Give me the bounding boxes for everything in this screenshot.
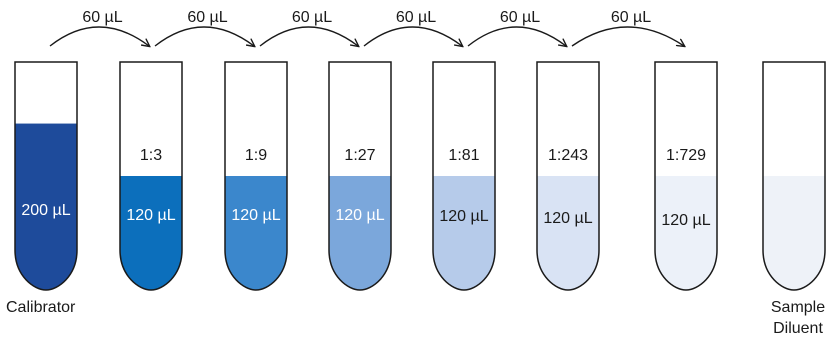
tube-outline-dilution-1-81 — [432, 61, 496, 291]
volume-label: 120 µL — [543, 210, 592, 227]
volume-label: 120 µL — [335, 207, 384, 224]
tube-outline-dilution-1-27 — [328, 61, 392, 291]
transfer-volume-label: 60 µL — [292, 9, 332, 26]
transfer-arrow-4: 60 µL — [363, 9, 462, 46]
arrow-curve — [467, 26, 566, 46]
liquid-calibrator — [15, 123, 77, 290]
arrow-curve — [571, 26, 684, 46]
tube-outline-dilution-1-729 — [654, 61, 718, 291]
tube-caption: Sample — [771, 299, 825, 316]
liquid-dilution-1-729 — [655, 176, 717, 290]
liquid-sample-diluent — [763, 176, 825, 290]
ratio-label: 1:81 — [448, 147, 479, 164]
transfer-volume-label: 60 µL — [611, 9, 651, 26]
transfer-volume-label: 60 µL — [187, 9, 227, 26]
tube-dilution-1-3: 1:3 120 µL — [119, 61, 183, 291]
transfer-arrow-3: 60 µL — [259, 9, 358, 46]
transfer-volume-label: 60 µL — [396, 9, 436, 26]
tube-outline-dilution-1-9 — [224, 61, 288, 291]
transfer-arrow-5: 60 µL — [467, 9, 566, 46]
arrow-curve — [154, 26, 254, 46]
arrow-curve — [49, 26, 149, 46]
liquid-dilution-1-3 — [120, 176, 182, 290]
tube-dilution-1-27: 1:27 120 µL — [328, 61, 392, 291]
volume-label: 120 µL — [126, 207, 175, 224]
tube-dilution-1-243: 1:243 120 µL — [536, 61, 600, 291]
volume-label: 120 µL — [231, 207, 280, 224]
tube-outline-dilution-1-243 — [536, 61, 600, 291]
volume-label: 200 µL — [21, 202, 70, 219]
tube-outline-calibrator — [14, 61, 78, 291]
transfer-volume-label: 60 µL — [500, 9, 540, 26]
volume-label: 120 µL — [661, 212, 710, 229]
ratio-label: 1:729 — [666, 147, 706, 164]
liquid-dilution-1-81 — [433, 176, 495, 290]
transfer-arrow-2: 60 µL — [154, 9, 254, 46]
tube-dilution-1-81: 1:81 120 µL — [432, 61, 496, 291]
tube-sample-diluent: Sample Diluent — [762, 61, 826, 337]
ratio-label: 1:27 — [344, 147, 375, 164]
tube-calibrator: 200 µL Calibrator — [6, 61, 78, 316]
tube-caption: Diluent — [773, 320, 823, 337]
arrow-curve — [363, 26, 462, 46]
tube-outline-sample-diluent — [762, 61, 826, 291]
ratio-label: 1:9 — [245, 147, 267, 164]
tube-caption: Calibrator — [6, 299, 76, 316]
transfer-arrow-6: 60 µL — [571, 9, 684, 46]
tube-outline-dilution-1-3 — [119, 61, 183, 291]
liquid-dilution-1-243 — [537, 176, 599, 290]
transfer-arrow-1: 60 µL — [49, 9, 149, 46]
liquid-dilution-1-9 — [225, 176, 287, 290]
arrow-curve — [259, 26, 358, 46]
ratio-label: 1:243 — [548, 147, 588, 164]
liquid-dilution-1-27 — [329, 176, 391, 290]
ratio-label: 1:3 — [140, 147, 162, 164]
transfer-volume-label: 60 µL — [82, 9, 122, 26]
tube-dilution-1-9: 1:9 120 µL — [224, 61, 288, 291]
volume-label: 120 µL — [439, 208, 488, 225]
tube-dilution-1-729: 1:729 120 µL — [654, 61, 718, 291]
